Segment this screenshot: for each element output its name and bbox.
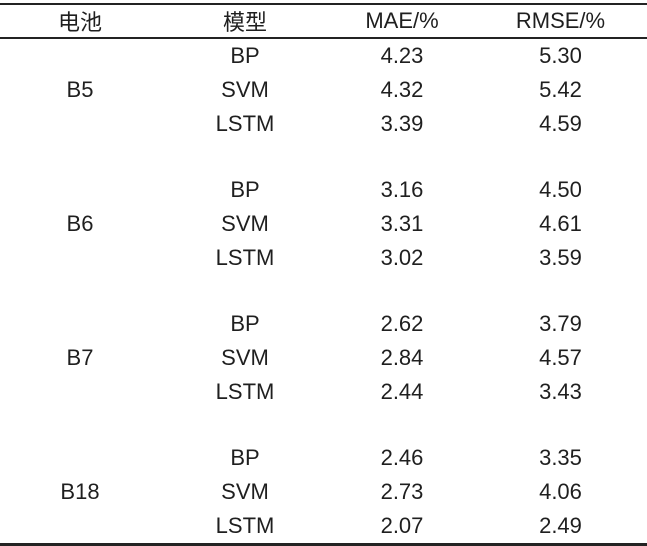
model-cell: SVM bbox=[221, 345, 269, 370]
group-spacer bbox=[0, 409, 647, 441]
table-row: SVM 4.32 5.42 bbox=[0, 73, 647, 107]
header-rmse: RMSE/% bbox=[474, 3, 647, 39]
mae-cell: 2.73 bbox=[380, 479, 424, 504]
mae-cell: 4.23 bbox=[380, 43, 424, 68]
mae-cell: 2.84 bbox=[380, 345, 424, 370]
model-cell: SVM bbox=[221, 77, 269, 102]
mae-cell: 2.46 bbox=[380, 445, 424, 470]
table-row: LSTM 2.44 3.43 bbox=[0, 375, 647, 409]
model-cell: SVM bbox=[221, 211, 269, 236]
rmse-cell: 4.61 bbox=[539, 211, 582, 236]
model-cell: LSTM bbox=[215, 111, 275, 136]
rmse-cell: 3.43 bbox=[539, 379, 582, 404]
table-row: LSTM 3.39 4.59 bbox=[0, 107, 647, 141]
model-cell: BP bbox=[230, 445, 260, 470]
table-row: SVM 2.84 4.57 bbox=[0, 341, 647, 375]
table-row: SVM 3.31 4.61 bbox=[0, 207, 647, 241]
mae-cell: 3.02 bbox=[380, 245, 424, 270]
table-row: B5 BP 4.23 5.30 bbox=[0, 39, 647, 102]
group-spacer bbox=[0, 275, 647, 307]
rmse-cell: 4.06 bbox=[539, 479, 582, 504]
rmse-cell: 3.59 bbox=[539, 245, 582, 270]
table-body: B5 BP 4.23 5.30 SVM 4.32 5.42 LSTM 3.39 … bbox=[0, 39, 647, 546]
rmse-cell: 3.35 bbox=[539, 445, 582, 470]
header-battery: 电池 bbox=[0, 3, 160, 39]
table-row: B7 BP 2.62 3.79 bbox=[0, 307, 647, 370]
model-cell: SVM bbox=[221, 479, 269, 504]
group-spacer-row bbox=[0, 409, 647, 441]
mae-cell: 2.44 bbox=[380, 379, 424, 404]
model-cell: LSTM bbox=[160, 509, 330, 546]
rmse-cell: 5.42 bbox=[539, 77, 582, 102]
model-cell: BP bbox=[230, 177, 260, 202]
mae-cell: 4.32 bbox=[380, 77, 424, 102]
group-spacer-row bbox=[0, 275, 647, 307]
paper-table-page: 电池 模型 MAE/% RMSE/% B5 BP 4.23 5.30 SVM 4… bbox=[0, 3, 647, 546]
battery-label: B6 bbox=[66, 211, 94, 236]
header-row: 电池 模型 MAE/% RMSE/% bbox=[0, 3, 647, 39]
battery-model-error-table: 电池 模型 MAE/% RMSE/% B5 BP 4.23 5.30 SVM 4… bbox=[0, 3, 647, 546]
rmse-cell: 4.50 bbox=[539, 177, 582, 202]
table-row: B6 BP 3.16 4.50 bbox=[0, 173, 647, 236]
mae-cell: 2.62 bbox=[380, 311, 424, 336]
mae-cell: 3.16 bbox=[380, 177, 424, 202]
battery-label: B7 bbox=[66, 345, 94, 370]
rmse-cell: 3.79 bbox=[539, 311, 582, 336]
group-spacer-row bbox=[0, 141, 647, 173]
rmse-cell: 4.57 bbox=[539, 345, 582, 370]
mae-cell: 3.39 bbox=[380, 111, 424, 136]
mae-cell: 3.31 bbox=[380, 211, 424, 236]
model-cell: BP bbox=[230, 43, 260, 68]
table-row: SVM 2.73 4.06 bbox=[0, 475, 647, 509]
table-row: LSTM 3.02 3.59 bbox=[0, 241, 647, 275]
table-header: 电池 模型 MAE/% RMSE/% bbox=[0, 3, 647, 39]
mae-cell: 2.07 bbox=[330, 509, 474, 546]
model-cell: LSTM bbox=[215, 379, 275, 404]
table-row: B18 BP 2.46 3.35 bbox=[0, 441, 647, 546]
rmse-cell: 4.59 bbox=[539, 111, 582, 136]
rmse-cell: 5.30 bbox=[539, 43, 582, 68]
header-model: 模型 bbox=[160, 3, 330, 39]
group-spacer bbox=[0, 141, 647, 173]
model-cell: BP bbox=[230, 311, 260, 336]
header-mae: MAE/% bbox=[330, 3, 474, 39]
battery-label: B5 bbox=[66, 77, 94, 102]
model-cell: LSTM bbox=[215, 245, 275, 270]
rmse-cell: 2.49 bbox=[474, 509, 647, 546]
battery-label: B18 bbox=[0, 441, 160, 546]
